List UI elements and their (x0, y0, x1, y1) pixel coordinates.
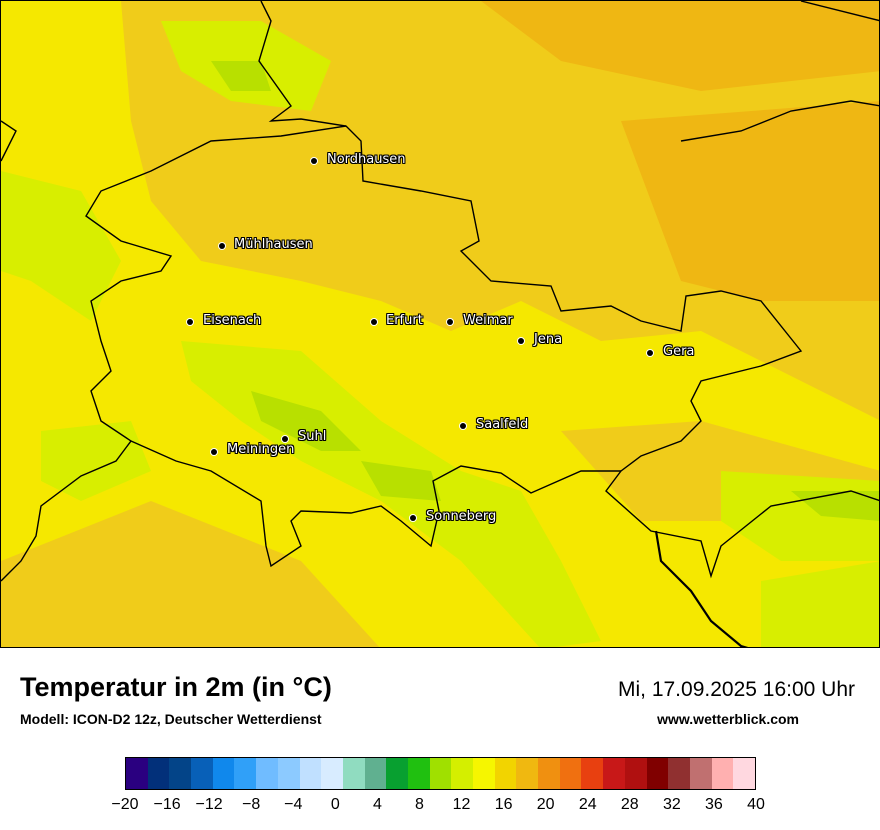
city-dot-weimar (447, 319, 453, 325)
legend-swatch (321, 758, 343, 789)
website-link[interactable]: www.wetterblick.com (657, 711, 799, 727)
legend-swatch (342, 758, 365, 789)
border-north-east (680, 100, 879, 142)
cooler-zone-forest-2 (361, 461, 441, 501)
legend-tick-label: −16 (153, 796, 181, 813)
legend-swatch (126, 758, 148, 789)
city-dot-saalfeld (460, 423, 466, 429)
color-legend (125, 757, 756, 790)
legend-swatch (277, 758, 300, 789)
city-label-suhl: Suhl (298, 429, 327, 444)
legend-swatch (668, 758, 690, 789)
legend-tick-label: 32 (662, 796, 681, 813)
legend-tick-label: 0 (330, 796, 340, 813)
legend-tick-label: −20 (111, 796, 139, 813)
cooler-zone-forest (251, 391, 361, 451)
legend-swatch (624, 758, 647, 789)
border-northeast-corner (800, 1, 879, 22)
legend-tick-label: 36 (705, 796, 723, 813)
state-border (258, 1, 879, 579)
legend-tick-label: 24 (578, 796, 597, 813)
legend-swatch (646, 758, 669, 789)
forecast-datetime: Mi, 17.09.2025 16:00 Uhr (618, 678, 855, 701)
legend-tick-label: 16 (494, 796, 513, 813)
legend-swatch (559, 758, 582, 789)
legend-tick-label: 28 (620, 796, 639, 813)
legend-swatch (256, 758, 278, 789)
legend-tick-label: 4 (372, 796, 382, 813)
legend-swatch (451, 758, 473, 789)
legend-tick-label: 20 (536, 796, 555, 813)
border-west-edge (1, 120, 17, 162)
legend-swatch (473, 758, 495, 789)
city-label-eisenach: Eisenach (203, 313, 262, 328)
legend-tick-label: 8 (415, 796, 424, 813)
city-dot-muehlhausen (219, 243, 225, 249)
legend-swatch (516, 758, 539, 789)
legend-swatch (191, 758, 213, 789)
city-dot-sonneberg (410, 515, 416, 521)
map-title: Temperatur in 2m (in °C) (20, 672, 332, 702)
model-subtitle: Modell: ICON-D2 12z, Deutscher Wetterdie… (20, 711, 322, 727)
cool-zone-bottom-right (761, 561, 879, 647)
city-label-meiningen: Meiningen (227, 442, 295, 457)
warm-zone-sw (1, 501, 380, 647)
city-label-erfurt: Erfurt (386, 313, 423, 328)
city-label-weimar: Weimar (463, 313, 513, 328)
warmer-zone-east (621, 101, 879, 301)
state-border-west (1, 125, 347, 582)
city-label-jena: Jena (534, 332, 563, 347)
legend-swatch (689, 758, 712, 789)
city-label-nordhausen: Nordhausen (327, 152, 406, 167)
legend-swatch (407, 758, 430, 789)
city-dot-nordhausen (311, 158, 317, 164)
city-label-saalfeld: Saalfeld (476, 417, 529, 432)
cooler-zone-north (211, 61, 271, 91)
legend-swatch (234, 758, 257, 789)
warmer-zone-ne (481, 1, 879, 91)
cool-zone-sw (41, 421, 151, 501)
legend-swatch (364, 758, 387, 789)
legend-tick-label: 40 (747, 796, 765, 813)
legend-swatch (538, 758, 560, 789)
city-label-sonneberg: Sonneberg (426, 509, 497, 524)
legend-swatch (603, 758, 625, 789)
city-dot-erfurt (371, 319, 377, 325)
legend-swatch (494, 758, 517, 789)
city-dot-suhl (282, 436, 288, 442)
city-label-muehlhausen: Mühlhausen (234, 237, 313, 252)
legend-tick-label: 12 (452, 796, 471, 813)
legend-swatch (733, 758, 755, 789)
legend-swatch (169, 758, 192, 789)
country-border-se (654, 530, 749, 647)
city-dot-meiningen (211, 449, 217, 455)
city-dot-eisenach (187, 319, 193, 325)
cool-zone-west (1, 171, 121, 321)
legend-swatch (581, 758, 604, 789)
legend-swatch (386, 758, 408, 789)
city-dot-gera (647, 350, 653, 356)
legend-swatch (429, 758, 452, 789)
city-label-gera: Gera (663, 344, 695, 359)
legend-swatch (147, 758, 170, 789)
legend-swatch (299, 758, 322, 789)
city-dot-jena (518, 338, 524, 344)
legend-swatch (212, 758, 235, 789)
state-border-south (130, 440, 621, 568)
temperature-map: Nordhausen Mühlhausen Eisenach Erfurt We… (0, 0, 880, 648)
legend-tick-label: −12 (195, 796, 223, 813)
legend-swatch (711, 758, 734, 789)
map-field (1, 1, 879, 647)
legend-tick-label: −4 (284, 796, 303, 813)
legend-tick-label: −8 (242, 796, 261, 813)
